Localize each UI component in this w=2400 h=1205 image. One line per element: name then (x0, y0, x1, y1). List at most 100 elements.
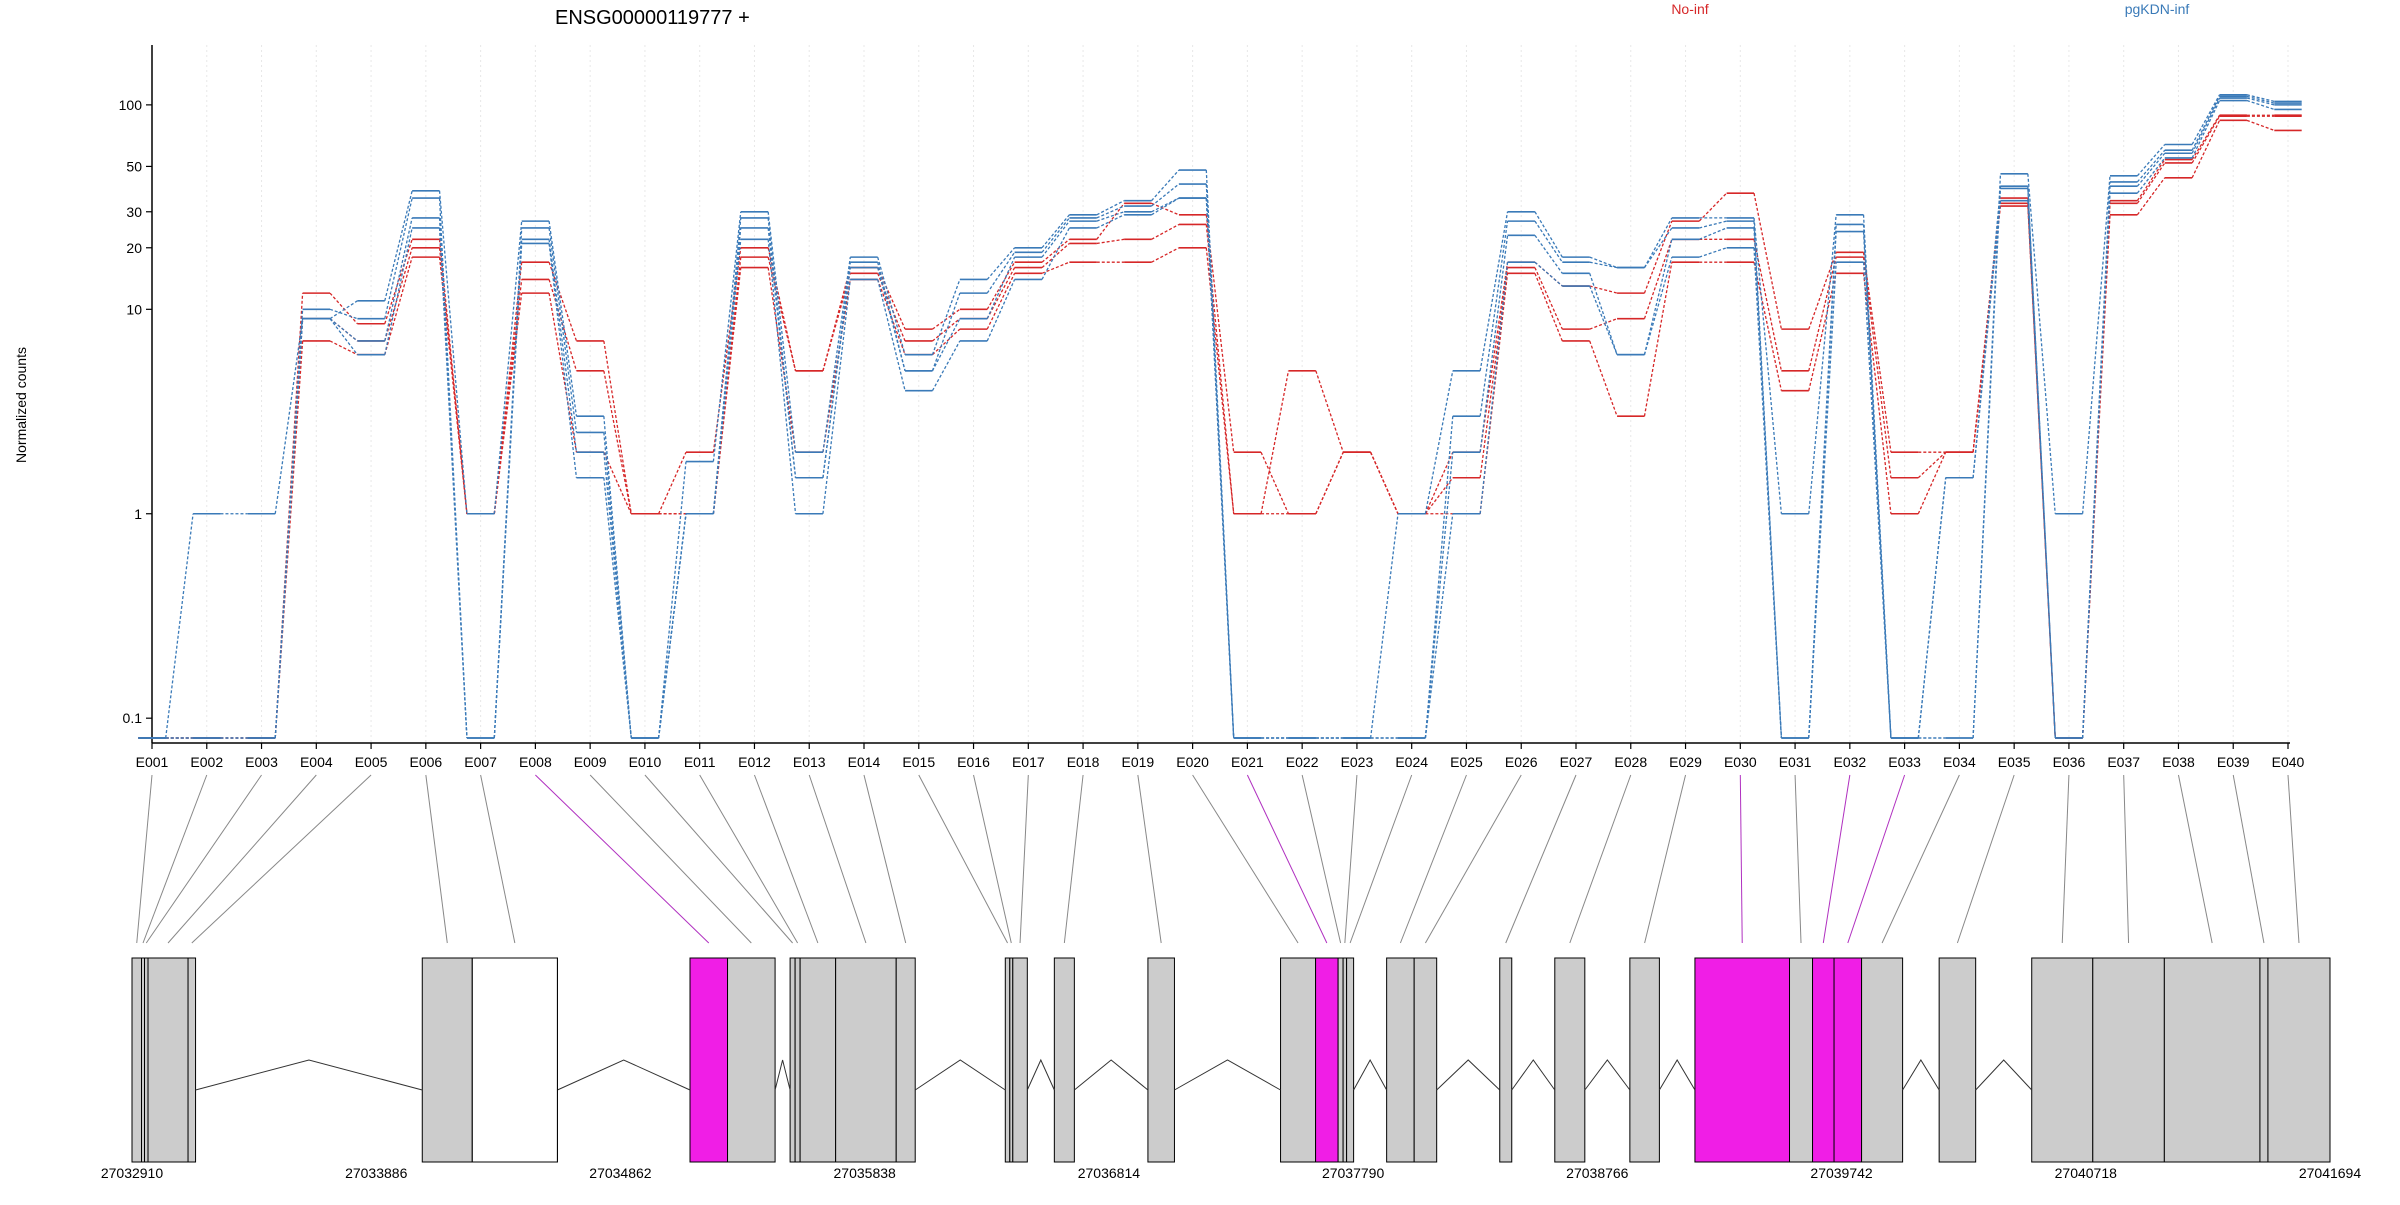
exon-connector (1424, 774, 1522, 944)
series-connector (822, 267, 851, 478)
exon-connector (699, 774, 799, 944)
series-connector (931, 292, 961, 372)
exon-connector (918, 774, 1008, 944)
y-tick-label: 10 (126, 301, 142, 317)
series-connector (1534, 267, 1563, 330)
series-connector (822, 279, 851, 514)
series-connector (1479, 262, 1509, 514)
intron-line (1074, 1059, 1149, 1091)
series-connector (1698, 192, 1728, 222)
series-connector (438, 227, 468, 739)
x-tick-label: E037 (2107, 754, 2140, 770)
y-tick-label: 100 (119, 97, 143, 113)
series-connector (877, 262, 906, 372)
series-connector (1972, 186, 2002, 739)
exon-box-e009 (727, 957, 776, 1163)
series-connector (1753, 262, 1783, 391)
series-connector (548, 279, 578, 372)
series-connector (1151, 197, 1180, 216)
series-connector (493, 243, 523, 739)
exon-box-e005 (187, 957, 197, 1163)
intron-line (1658, 1059, 1696, 1091)
series-connector (1589, 273, 1618, 355)
series-connector (2136, 159, 2166, 202)
series-connector (822, 257, 851, 453)
series-connector (2081, 193, 2111, 739)
series-connector (767, 227, 797, 478)
series-connector (1699, 220, 1727, 229)
x-tick-label: E031 (1779, 754, 1812, 770)
gene-model (131, 774, 2331, 1163)
series-connector (932, 328, 961, 356)
series-connector (1643, 256, 1673, 355)
series-connector (329, 318, 358, 356)
series-connector (1643, 262, 1673, 417)
series-connector (1041, 220, 1070, 258)
x-tick-label: E015 (902, 754, 935, 770)
exon-box-e012 (799, 957, 837, 1163)
series-connector (274, 340, 304, 739)
series-connector (2136, 162, 2166, 204)
y-tick-label: 30 (126, 204, 142, 220)
exon-box-e007-utr (471, 957, 558, 1163)
series-connector (1260, 370, 1290, 514)
series-connector (1862, 257, 1892, 478)
series-connector (1096, 200, 1125, 216)
x-tick-label: E013 (793, 754, 826, 770)
exon-connector (2232, 774, 2265, 944)
series-connector (548, 239, 578, 453)
series-connector (1315, 451, 1344, 515)
intron-line (1436, 1059, 1501, 1091)
genomic-coordinate-label: 27040718 (2055, 1165, 2118, 1181)
series-connector (1479, 235, 1509, 453)
exon-connector (1137, 774, 1162, 944)
genomic-coordinate-label: 27032910 (101, 1165, 164, 1181)
series-connector (384, 197, 413, 319)
intron-line (1174, 1059, 1281, 1091)
exon-connector (145, 774, 262, 944)
series-connector (548, 243, 578, 478)
x-tick-label: E010 (629, 754, 662, 770)
series-connector (1041, 242, 1070, 269)
series-connector (1753, 217, 1783, 514)
series-connector (931, 340, 961, 391)
series-connector (1808, 256, 1837, 372)
series-connector (1041, 217, 1070, 253)
series-connector (1424, 477, 1454, 515)
exon-connector (808, 774, 867, 944)
series-connector (1151, 247, 1180, 263)
series-connector (986, 261, 1016, 310)
exon-box-e018 (1053, 957, 1075, 1163)
exon-box-e029 (1629, 957, 1660, 1163)
exon-box-e031 (1789, 957, 1814, 1163)
series-connector (712, 227, 742, 514)
series-connector (712, 239, 742, 514)
exon-connector (136, 774, 153, 944)
series-connector (2246, 95, 2275, 104)
series-connector (2246, 94, 2275, 103)
series-connector (1972, 200, 2002, 478)
series-connector (274, 318, 304, 514)
x-tick-label: E034 (1943, 754, 1976, 770)
series-connector (1589, 256, 1618, 269)
exon-connector (1847, 774, 1906, 944)
y-axis-label: Normalized counts (13, 347, 29, 463)
intron-line (914, 1059, 1006, 1091)
exon-connector (142, 774, 208, 944)
exon-box-e025 (1386, 957, 1415, 1163)
genomic-coordinate-label: 27039742 (1810, 1165, 1873, 1181)
series-connector (712, 211, 742, 462)
genomic-coordinate-label: 27035838 (834, 1165, 897, 1181)
exon-box-e035 (1938, 957, 1977, 1163)
exon-connector (1505, 774, 1577, 944)
series-connector (1753, 239, 1783, 371)
x-tick-label: E022 (1286, 754, 1319, 770)
series-connector (986, 247, 1016, 280)
exon-connector (1019, 774, 1029, 944)
series-connector (329, 300, 358, 320)
x-tick-label: E009 (574, 754, 607, 770)
exon-connector (1822, 774, 1851, 944)
series-connector (329, 318, 358, 342)
series-connector (438, 190, 468, 514)
